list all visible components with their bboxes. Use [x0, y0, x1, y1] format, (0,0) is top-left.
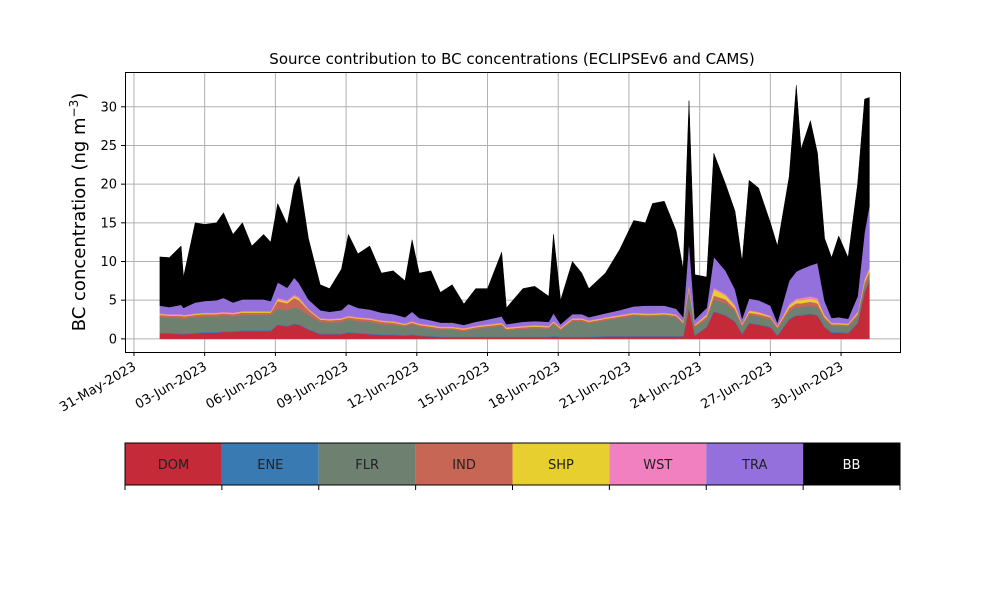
legend-swatch-bb — [803, 443, 900, 485]
y-tick-label: 0 — [109, 332, 117, 347]
area-bb — [159, 85, 870, 326]
legend-label-ind: IND — [452, 458, 476, 473]
legend-label-flr: FLR — [355, 458, 379, 473]
x-tick-label: 24-Jun-2023 — [628, 359, 705, 412]
legend-swatch-flr — [318, 443, 416, 485]
legend-swatch-ene — [221, 443, 319, 485]
legend-label-shp: SHP — [548, 458, 574, 473]
x-tick-label: 21-Jun-2023 — [557, 359, 634, 412]
plot-frame — [125, 72, 901, 353]
x-tick-label: 15-Jun-2023 — [416, 359, 493, 412]
legend-colorbar: DOM ENE FLR IND SHP WST TRA BB — [124, 442, 901, 490]
y-tick-label: 25 — [100, 139, 117, 154]
x-axis: 31-May-202303-Jun-202306-Jun-202309-Jun-… — [57, 352, 846, 415]
y-tick-label: 10 — [100, 255, 117, 270]
y-tick-label: 30 — [100, 100, 117, 115]
legend-label-dom: DOM — [158, 458, 189, 473]
legend-label-tra: TRA — [741, 458, 767, 473]
legend-swatch-tra — [706, 443, 804, 485]
legend-swatch-shp — [512, 443, 610, 485]
y-axis: 0 5 10 15 20 25 30 — [100, 100, 125, 347]
x-tick-label: 18-Jun-2023 — [486, 359, 563, 412]
legend-swatch-ind — [415, 443, 513, 485]
legend-label-ene: ENE — [257, 458, 283, 473]
legend-label-bb: BB — [843, 458, 861, 473]
legend-frame — [124, 442, 901, 486]
chart-title: Source contribution to BC concentrations… — [269, 50, 754, 68]
stacked-areas — [159, 85, 870, 340]
x-tick-label: 12-Jun-2023 — [345, 359, 422, 412]
y-tick-label: 5 — [109, 294, 117, 309]
legend-swatch-wst — [609, 443, 707, 485]
y-axis-label: BC concentration (ng m−3) — [67, 93, 90, 332]
x-tick-label: 06-Jun-2023 — [204, 359, 281, 412]
x-tick-label: 30-Jun-2023 — [769, 359, 846, 412]
legend-label-wst: WST — [643, 458, 672, 473]
y-tick-label: 20 — [100, 178, 117, 193]
y-tick-label: 15 — [100, 216, 117, 231]
x-tick-label: 09-Jun-2023 — [274, 359, 351, 412]
x-tick-label: 31-May-2023 — [57, 359, 139, 415]
x-tick-label: 03-Jun-2023 — [133, 359, 210, 412]
legend-swatch-dom — [125, 443, 222, 485]
x-tick-label: 27-Jun-2023 — [699, 359, 776, 412]
